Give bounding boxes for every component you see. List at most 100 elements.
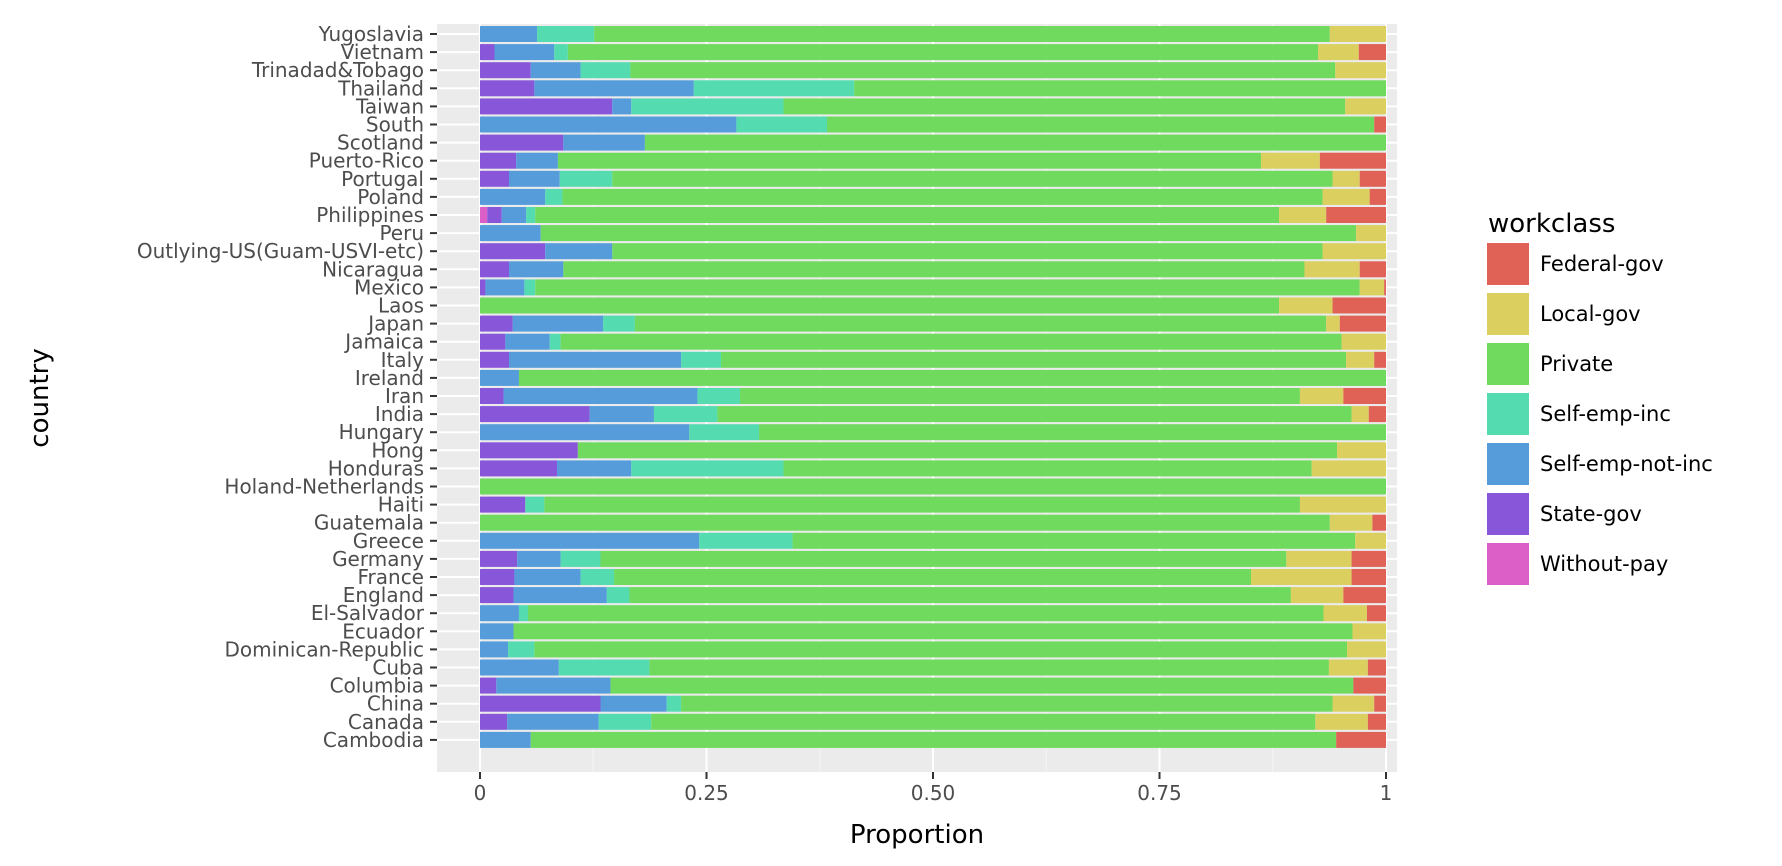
bar-segment [480,550,518,567]
bar-segment [513,623,1353,640]
y-tick-label: Hong [371,438,424,462]
bar-segment [480,478,1386,495]
legend-swatch [1487,243,1529,285]
bar-segment [480,26,538,42]
bar-segment [598,713,652,730]
bar-segment [577,442,1338,459]
bar-segment [759,424,1386,441]
bar-segment [554,44,568,61]
bar-segment [557,152,1261,169]
bar-segment [1359,261,1386,278]
bar-segment [480,496,526,513]
bar-segment [653,406,718,423]
bar-segment [1351,550,1386,567]
bar-segment [1299,388,1344,404]
bar-segment [1329,26,1386,42]
bar-segment [480,532,700,549]
bar-segment [480,279,486,296]
bar-segment [480,659,559,676]
y-tick-label: Cambodia [323,728,424,752]
bar-segment [699,532,793,549]
bar-segment [600,695,667,712]
legend-swatch [1487,443,1529,485]
bar-segment [629,587,1291,604]
bar-segment [1339,315,1386,332]
bar-segment [505,333,550,350]
bar-segment [1328,659,1368,676]
bar-segment [740,388,1300,404]
y-tick-label: Haiti [378,493,424,517]
bar-segment [480,587,514,604]
bar-segment [480,623,514,640]
y-tick-label: Jamaica [343,330,424,354]
bar-segment [545,243,613,260]
bar-segment [530,62,581,79]
y-tick-label: Scotland [337,131,424,155]
bar-segment [792,532,1356,549]
bar-segment [1369,188,1386,205]
y-tick-label: Nicaragua [322,257,424,281]
y-tick-label: South [366,113,424,137]
y-tick-label: Iran [385,384,424,408]
bar-segment [736,116,827,133]
bar-segment [689,424,760,441]
bar-segment [480,351,509,368]
x-tick-label: 1 [1380,781,1393,805]
bar-segment [1374,116,1386,133]
bar-segment [518,605,529,622]
bar-segment [580,62,631,79]
y-tick-label: Portugal [341,167,424,191]
y-tick-label: Hungary [339,420,425,444]
bar-segment [480,514,1330,531]
bar-segment [1351,406,1369,423]
y-tick-label: Peru [379,221,424,245]
bar-segment [612,170,1333,187]
bar-segment [681,695,1333,712]
bar-segment [1351,569,1386,585]
y-tick-label: Italy [381,348,425,372]
legend-label: Self-emp-not-inc [1540,452,1713,476]
y-tick-label: El-Salvador [311,601,425,625]
bar-segment [524,279,536,296]
bar-segment [508,351,682,368]
y-tick-label: Canada [348,710,424,734]
bar-segment [480,406,590,423]
bar-segment [644,134,1386,151]
y-tick-label: Guatemala [314,511,424,535]
bar-segment [540,225,1357,242]
bar-segment [614,569,1252,585]
bar-segment [1329,514,1373,531]
bar-segment [559,170,613,187]
legend-swatch [1487,343,1529,385]
y-tick-label: Greece [353,529,424,553]
y-tick-label: Ecuador [342,619,424,643]
bar-segment [600,550,1287,567]
bar-segment [517,550,561,567]
bar-segment [630,62,1336,79]
bar-segment [485,279,525,296]
bar-segment [651,713,1316,730]
y-tick-label: England [343,583,424,607]
legend: workclass Federal-gov Local-gov Private Sel… [1487,209,1713,585]
bar-segment [854,80,1386,97]
y-tick-label: France [357,565,424,589]
y-tick-label: Trinadad&Tobago [251,58,424,82]
legend-swatch [1487,293,1529,335]
bar-segment [480,98,613,115]
bar-segment [480,225,541,242]
bar-segment [1346,351,1375,368]
bar-segment [545,188,563,205]
legend-label: Local-gov [1540,302,1641,326]
bar-segment [1332,297,1386,314]
bar-segment [480,261,509,278]
bar-segment [516,152,558,169]
bar-segment [1332,695,1375,712]
y-tick-label: Puerto-Rico [309,149,424,173]
bar-segment [1290,587,1344,604]
legend-title: workclass [1488,209,1615,239]
y-tick-label: Laos [378,294,424,318]
bar-segment [480,442,578,459]
bar-segment [1326,315,1340,332]
bar-segment [720,351,1347,368]
bar-segment [1260,152,1320,169]
